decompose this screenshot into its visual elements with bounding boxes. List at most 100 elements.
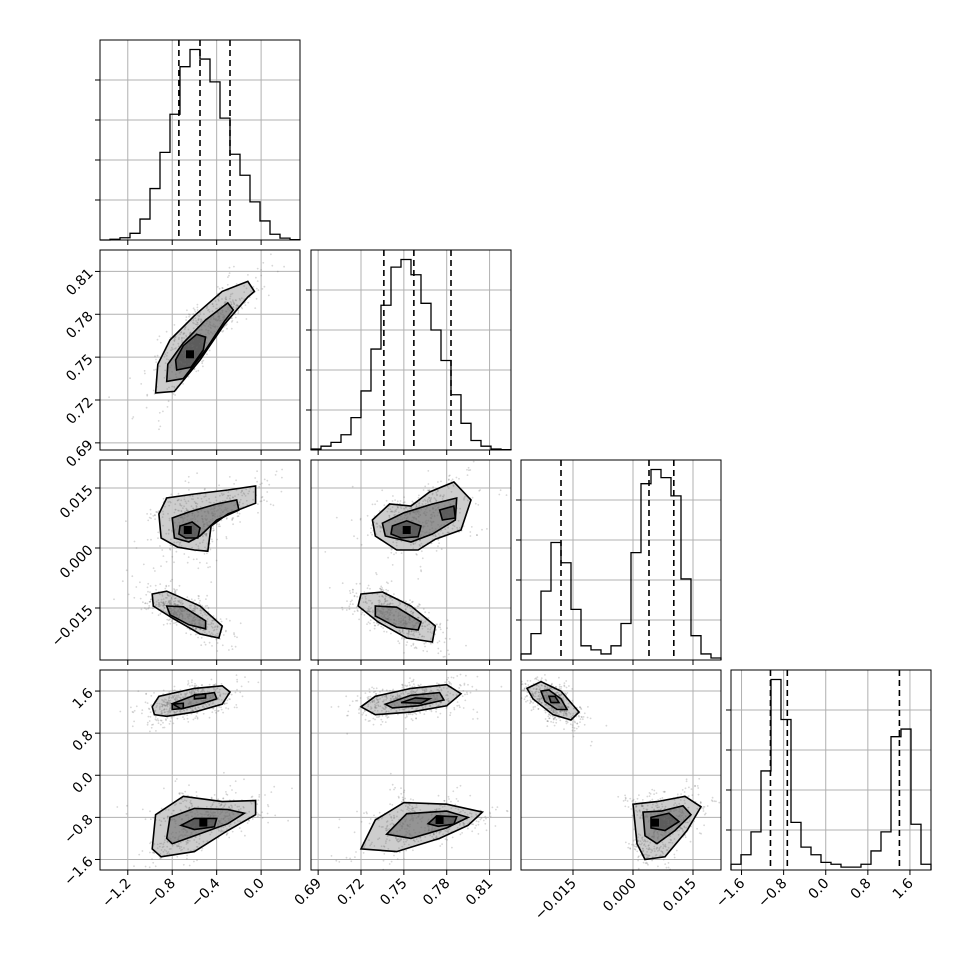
sample-point-2-1-0-322	[379, 530, 382, 533]
sample-point-2-1-1-19	[412, 644, 415, 646]
sample-point-2-0-0-329	[195, 531, 198, 534]
sample-point-3-1-0-472	[396, 694, 399, 697]
sample-point-3-1-0-325	[416, 708, 419, 710]
sample-point-2-1-0-10	[498, 493, 501, 496]
sample-point-2-0-0-285	[196, 527, 199, 530]
sample-point-3-1-0-410	[471, 685, 474, 688]
sample-point-3-1-0-360	[440, 688, 443, 691]
sample-point-2-0-0-174	[222, 510, 225, 513]
sample-point-2-1-0-329	[434, 505, 437, 508]
sample-point-2-0-1-227	[162, 605, 164, 607]
sample-point-3-1-1-388	[484, 815, 487, 818]
sample-point-2-1-0-86	[450, 480, 453, 482]
sample-point-2-1-1-394	[393, 622, 395, 625]
sample-point-2-0-1-406	[181, 614, 184, 617]
sample-point-2-0-0-49	[205, 534, 207, 536]
sample-point-2-0-0-434	[231, 518, 234, 521]
sample-point-2-1-1-329	[384, 598, 386, 601]
sample-point-1-0-0-491	[209, 324, 212, 327]
sample-point-2-0-1-89	[149, 600, 152, 603]
sample-point-2-0-0-310	[168, 529, 170, 532]
sample-point-3-1-1-317	[395, 838, 398, 841]
sample-point-3-1-1-475	[439, 830, 442, 833]
sample-point-2-1-1-441	[386, 603, 388, 606]
sample-point-3-0-1-325	[187, 807, 190, 810]
sample-point-2-1-1-298	[381, 611, 383, 613]
sample-point-3-1-0-127	[436, 689, 439, 691]
sample-point-3-1-0-52	[413, 683, 415, 686]
sample-point-3-1-1-519	[407, 805, 409, 808]
sample-point-3-0-1-170	[261, 811, 263, 814]
sample-point-2-1-1-24	[447, 649, 449, 652]
sample-point-2-1-0-466	[434, 533, 436, 536]
sample-point-3-1-1-420	[395, 836, 397, 839]
sample-point-2-1-1-3	[351, 588, 354, 591]
sample-point-2-1-0-342	[411, 519, 413, 522]
sample-point-1-0-0-27	[221, 287, 224, 289]
sample-point-3-0-0-198	[196, 716, 199, 719]
sample-point-2-0-1-479	[204, 605, 207, 608]
sample-point-2-0-0-499	[199, 506, 202, 508]
sample-point-3-1-0-467	[452, 676, 455, 679]
sample-point-2-0-0-109	[231, 509, 234, 512]
sample-point-2-0-0-453	[224, 500, 227, 502]
sample-point-2-0-0-17	[207, 524, 210, 527]
sample-point-2-1-0-243	[447, 531, 449, 534]
sample-point-2-0-1-374	[199, 607, 202, 610]
sample-point-2-1-1-267	[368, 610, 371, 613]
sample-point-3-2-0-148	[529, 680, 532, 682]
sample-point-3-1-1-363	[398, 796, 400, 799]
sample-point-3-0-0-270	[192, 718, 195, 721]
sample-point-3-0-1-148	[177, 845, 180, 847]
sample-point-2-0-1-469	[186, 610, 189, 612]
sample-point-3-0-0-514	[210, 678, 213, 681]
sample-point-2-1-0-423	[451, 507, 454, 510]
sample-point-3-1-1-286	[413, 814, 416, 817]
sample-point-1-0-0-209	[174, 335, 177, 338]
sample-point-2-1-1-460	[385, 595, 387, 598]
sample-point-2-0-0-19	[220, 509, 223, 511]
sample-point-2-1-0-102	[429, 509, 431, 512]
sample-point-2-1-1-95	[399, 614, 402, 617]
sample-point-2-1-0-266	[399, 518, 402, 521]
sample-point-2-0-1-2	[168, 600, 171, 603]
sample-point-1-0-0-465	[255, 297, 258, 300]
sample-point-3-1-1-319	[406, 839, 408, 841]
sample-point-3-0-1-37	[190, 833, 193, 835]
sample-point-2-0-1-456	[179, 607, 182, 610]
sample-point-1-0-0-94	[155, 358, 157, 361]
sample-point-3-1-1-21	[400, 809, 403, 812]
sample-point-2-0-0-445	[235, 503, 238, 506]
sample-point-3-1-0-314	[458, 704, 460, 707]
sample-point-3-0-1-316	[221, 830, 224, 833]
sample-point-2-0-1-240	[187, 615, 190, 618]
sample-point-2-0-0-88	[185, 502, 188, 505]
sample-point-3-0-0-422	[168, 723, 171, 725]
sample-point-2-1-1-167	[367, 607, 370, 610]
sample-point-3-0-1-308	[250, 796, 253, 798]
sample-point-2-1-1-315	[424, 645, 426, 648]
sample-point-2-1-1-120	[428, 623, 430, 626]
sample-point-3-0-1-397	[217, 827, 220, 830]
sample-point-2-1-1-63	[417, 616, 420, 619]
sample-point-2-1-0-399	[412, 516, 415, 519]
sample-point-3-2-0-35	[546, 697, 549, 700]
sample-point-3-0-1-194	[162, 817, 165, 820]
sample-point-2-0-1-472	[160, 604, 162, 606]
sample-point-3-1-1-327	[382, 826, 384, 828]
sample-point-3-0-1-427	[191, 811, 194, 813]
sample-point-2-1-1-70	[390, 632, 392, 635]
sample-point-2-1-1-94	[412, 612, 415, 614]
sample-point-1-0-0-495	[255, 287, 258, 290]
sample-point-2-0-1-497	[212, 622, 215, 625]
sample-point-3-1-0-513	[439, 701, 442, 704]
sample-point-3-2-0-133	[546, 687, 548, 689]
sample-point-1-0-0-269	[193, 358, 196, 361]
sample-point-2-1-0-124	[386, 529, 388, 532]
sample-point-3-1-0-372	[386, 714, 388, 717]
sample-point-2-1-0-448	[391, 564, 394, 566]
sample-point-3-0-0-37	[192, 699, 194, 701]
sample-point-3-1-0-295	[392, 698, 394, 700]
sample-point-3-0-1-209	[181, 848, 184, 851]
sample-point-3-0-1-233	[220, 803, 223, 806]
